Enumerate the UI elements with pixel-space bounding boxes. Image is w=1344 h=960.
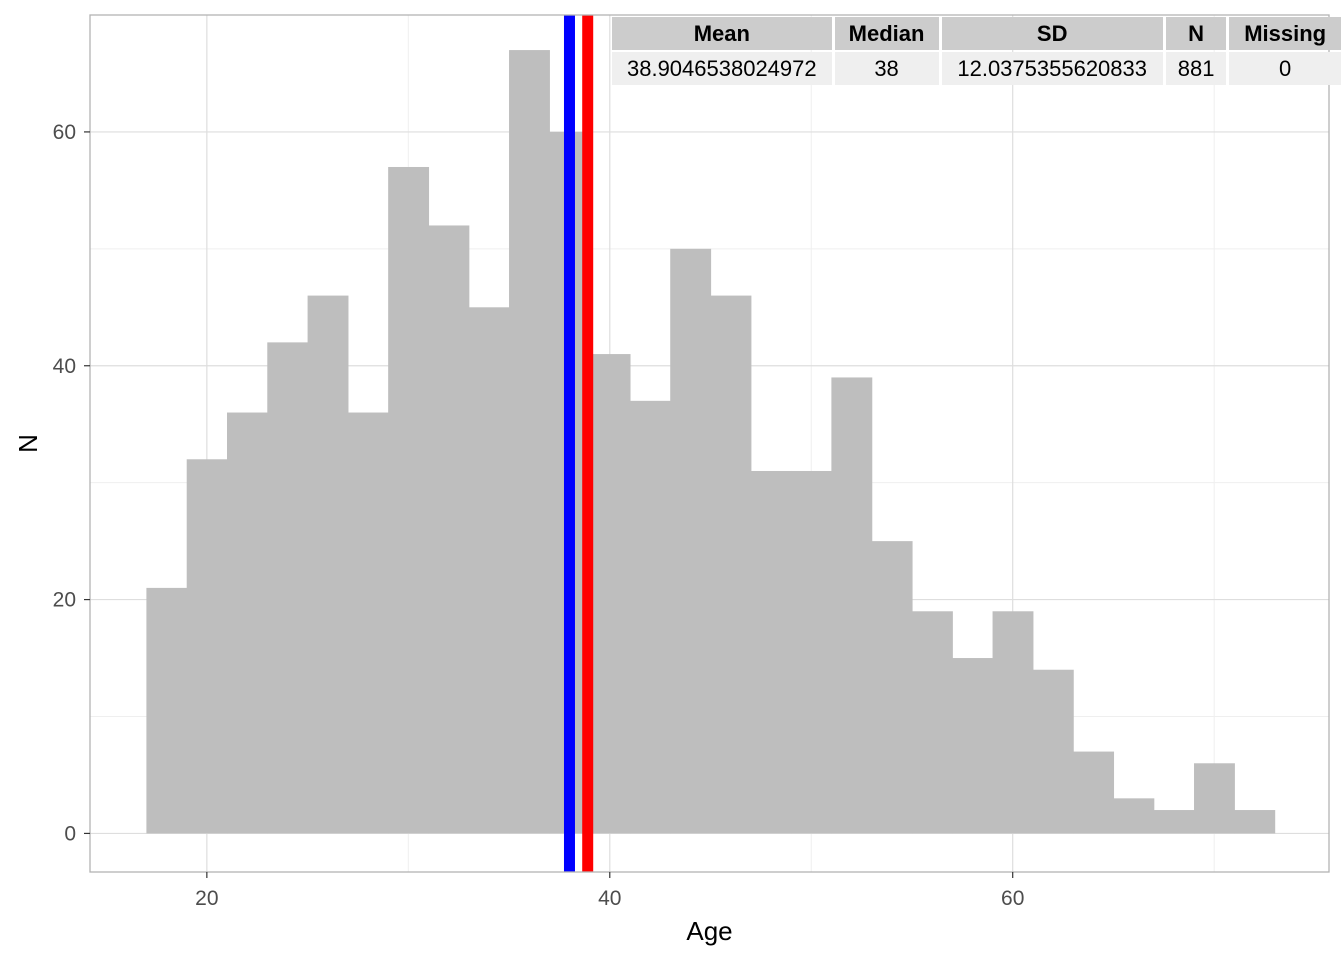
histogram-bar [589, 354, 631, 834]
histogram-bar [1153, 810, 1195, 834]
histogram-bar [468, 307, 510, 834]
histogram-bar [750, 470, 792, 834]
x-tick-label: 60 [1001, 887, 1024, 910]
header-median: Median [834, 17, 939, 50]
histogram-bar [871, 541, 913, 834]
x-tick-label: 20 [195, 887, 218, 910]
histogram-bar [267, 342, 309, 834]
header-mean: Mean [612, 17, 832, 50]
histogram-bar [388, 166, 430, 834]
histogram-bar [509, 50, 550, 834]
cell-missing: 0 [1229, 52, 1341, 85]
header-missing: Missing [1229, 17, 1341, 50]
header-sd: SD [941, 17, 1163, 50]
histogram-bar [791, 470, 832, 834]
x-axis-title: Age [686, 916, 732, 946]
cell-sd: 12.0375355620833 [941, 52, 1163, 85]
cell-mean: 38.9046538024972 [612, 52, 832, 85]
histogram-bar [952, 658, 994, 834]
y-tick-label: 60 [53, 121, 76, 144]
histogram-bars [146, 50, 1276, 834]
histogram-bar [307, 295, 349, 834]
reference-lines [563, 15, 594, 872]
histogram-bar [1032, 669, 1074, 834]
panel-border [89, 14, 1330, 873]
histogram-bar [1113, 798, 1155, 834]
axis-ticks: 20 40 60 0 20 40 60 [53, 121, 1025, 910]
cell-median: 38 [834, 52, 939, 85]
histogram-bar [992, 611, 1034, 834]
histogram-bar [347, 412, 389, 834]
y-tick-label: 20 [53, 589, 76, 612]
y-tick-label: 0 [64, 822, 76, 845]
histogram-bar [146, 587, 188, 834]
histogram-bar [428, 225, 470, 834]
histogram-bar [186, 459, 228, 834]
y-tick-label: 40 [53, 355, 76, 378]
histogram-bar [831, 377, 873, 834]
summary-stats-table: Mean Median SD N Missing 38.904653802497… [609, 15, 1344, 87]
table-header-row: Mean Median SD N Missing [612, 17, 1341, 50]
histogram-bar [1234, 810, 1276, 834]
x-tick-label: 40 [598, 887, 621, 910]
header-n: N [1165, 17, 1227, 50]
histogram-bar [1194, 763, 1235, 834]
histogram-bar [670, 248, 712, 834]
histogram-bar [710, 295, 752, 834]
histogram-bar [1073, 751, 1115, 834]
histogram-bar [629, 400, 671, 834]
histogram-bar [226, 412, 268, 834]
cell-n: 881 [1165, 52, 1227, 85]
histogram-bar [911, 611, 953, 834]
table-row: 38.9046538024972 38 12.0375355620833 881… [612, 52, 1341, 85]
y-axis-title: N [13, 434, 43, 453]
